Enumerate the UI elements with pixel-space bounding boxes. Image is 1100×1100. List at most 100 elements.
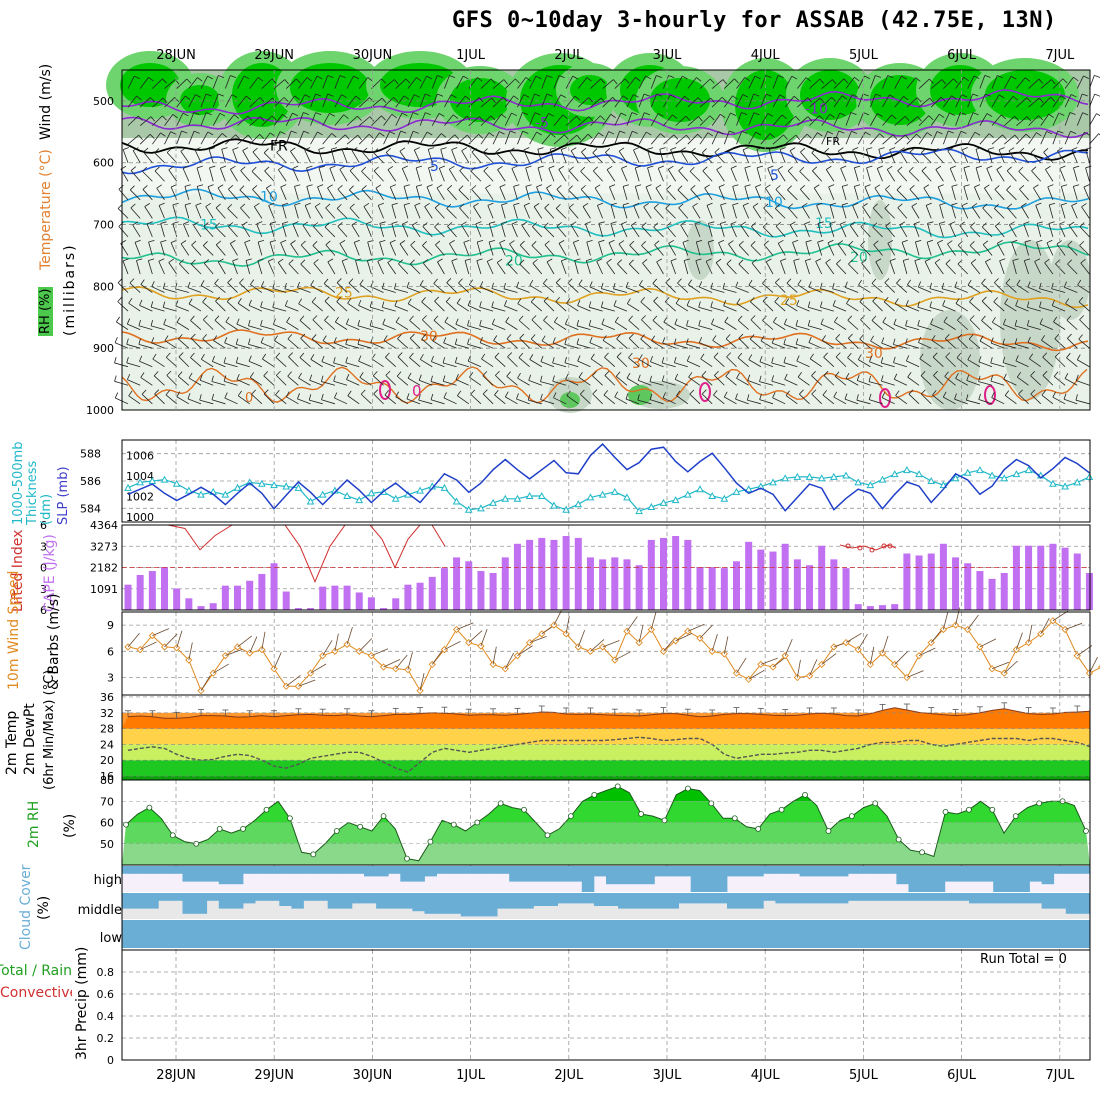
wind-barb: [317, 184, 324, 200]
wind10m-barb: [796, 659, 801, 678]
wind-barb: [232, 147, 239, 163]
wind-barb-flag: [286, 316, 291, 323]
wind10m-barb: [492, 646, 497, 665]
wind-barb: [199, 374, 214, 386]
wind-barb-flag: [322, 335, 327, 341]
wind-barb-staff: [272, 288, 287, 293]
wind-barb-flag: [182, 165, 189, 169]
wind-barb: [276, 148, 287, 163]
wind-barb-flag: [294, 95, 300, 100]
wind-barb: [168, 258, 178, 275]
cape-bar: [161, 567, 169, 610]
wind-barb-flag: [318, 165, 325, 169]
wind-barb: [223, 375, 238, 386]
wind-barb: [225, 134, 241, 145]
wind-barb-staff: [132, 224, 141, 238]
wind-barb-flag: [162, 301, 166, 308]
ytick-slp: 1002: [126, 490, 154, 503]
thickness-point: [574, 500, 583, 508]
wind-barb: [140, 279, 153, 293]
wind-barb: [264, 166, 275, 182]
wind-barb: [237, 298, 250, 312]
wind-barb-staff: [163, 288, 177, 293]
wind-barb-staff: [200, 93, 207, 108]
wind-barb-flag: [337, 185, 343, 190]
wind-barb: [263, 371, 275, 386]
wind-barb-staff: [214, 319, 226, 330]
wind-barb: [164, 131, 177, 145]
wind-barb: [313, 259, 324, 275]
thickness-point: [708, 491, 717, 500]
wind-barb-staff: [190, 320, 202, 330]
wind-barb-staff: [253, 206, 263, 219]
wind-barb-staff: [292, 168, 299, 182]
wind-barb: [122, 258, 129, 275]
wind-barb-flag: [182, 112, 189, 117]
wind-barb-flag: [308, 394, 312, 401]
isotherm-label: FR: [270, 138, 288, 154]
wind-barb-flag: [187, 393, 191, 400]
isotherm-line: [121, 148, 1089, 175]
wind-barb-staff: [178, 338, 190, 349]
wind-barb-staff: [288, 263, 299, 275]
ytick-cape: 1091: [90, 583, 118, 596]
wind-barb: [256, 221, 263, 238]
wind-barb-staff: [311, 338, 323, 349]
rh-point: [685, 785, 691, 792]
rh-point: [427, 838, 434, 845]
wind-barb-flag: [141, 389, 147, 395]
wind-barb-staff: [163, 306, 177, 312]
cape-bar: [258, 573, 266, 610]
wind-barb-staff: [202, 301, 214, 312]
wind-barb-flag: [271, 78, 277, 84]
wind-barb: [267, 258, 275, 275]
wind-barb: [151, 337, 165, 349]
wind-barb: [262, 353, 275, 368]
wind-barb: [300, 333, 311, 349]
wind-barb-flag: [235, 338, 239, 345]
wind-barb: [325, 203, 336, 219]
wind-barb: [260, 301, 275, 312]
wind-barb-staff: [264, 170, 275, 182]
wind-barb-flag: [312, 241, 318, 246]
wind-barb: [298, 130, 310, 145]
wind-barb: [285, 112, 298, 126]
ytick-pressure: 500: [93, 95, 114, 108]
wind-barb: [139, 77, 154, 89]
wind-barb-flag: [260, 301, 263, 308]
wind-barb-staff: [325, 244, 336, 256]
wind-barb-flag: [305, 202, 311, 206]
wind-barb-flag: [313, 259, 319, 264]
wind-barb-flag: [172, 114, 178, 119]
wind-barb-flag: [175, 300, 179, 307]
wind-barb: [150, 319, 165, 331]
wind-barb-flag: [258, 239, 265, 243]
wind-barb-flag: [239, 278, 244, 284]
wind10m-barb: [152, 628, 170, 636]
wind-barb-staff: [324, 320, 336, 330]
wind-barb-flag: [114, 357, 117, 364]
wind-barb-staff: [144, 206, 153, 219]
wind10m-barb: [943, 611, 949, 630]
wind-barb: [249, 372, 263, 386]
wind-barb-staff: [175, 288, 189, 293]
wind-barb-staff: [312, 245, 324, 256]
wind-barb: [205, 202, 214, 219]
wind-barb-flag: [288, 259, 294, 265]
wind10m-barb: [358, 638, 373, 652]
wind-barb: [162, 282, 177, 293]
wind-barb: [177, 371, 190, 386]
wind-barb-staff: [122, 149, 129, 163]
wind-barb: [127, 115, 143, 126]
wind-barb: [215, 222, 226, 238]
wind-barb: [196, 184, 204, 200]
wind-barb-flag: [277, 258, 284, 263]
rh-moist-core: [800, 70, 860, 120]
isotherm-label: -5: [535, 116, 549, 132]
wind-barb: [128, 390, 141, 405]
slp-line: [127, 443, 1090, 512]
wind-barb-flag: [114, 375, 117, 382]
wind-barb-flag: [218, 93, 224, 97]
wind-barb: [196, 165, 203, 182]
